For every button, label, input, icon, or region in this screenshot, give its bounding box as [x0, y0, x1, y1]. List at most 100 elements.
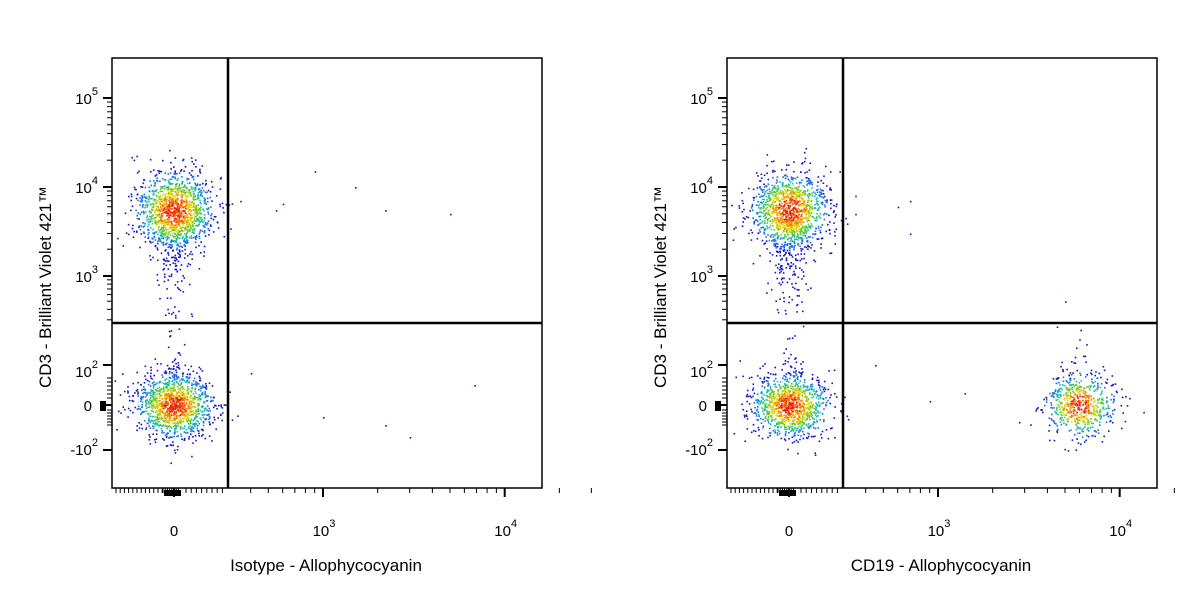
- event-dot: [204, 386, 207, 389]
- event-dot: [148, 434, 150, 436]
- event-dot: [767, 203, 769, 206]
- event-dot: [764, 415, 767, 418]
- event-dot: [178, 366, 180, 369]
- event-dot: [783, 221, 785, 224]
- event-dot: [172, 375, 174, 377]
- event-dot: [820, 237, 823, 240]
- event-dot: [200, 220, 203, 222]
- event-dot: [179, 225, 181, 227]
- event-dot: [204, 184, 207, 186]
- event-dot: [151, 197, 153, 200]
- event-dot: [165, 198, 168, 201]
- event-dot: [194, 206, 197, 208]
- event-dot: [189, 414, 192, 417]
- event-dot: [204, 391, 206, 393]
- event-dot: [768, 432, 771, 434]
- event-dot: [770, 391, 773, 394]
- event-dot: [788, 401, 791, 404]
- event-dot: [773, 196, 775, 198]
- event-dot: [775, 209, 777, 212]
- event-dot: [774, 271, 777, 274]
- event-dot: [152, 396, 154, 398]
- event-dot: [809, 393, 811, 396]
- event-dot: [800, 230, 803, 232]
- event-dot: [756, 237, 759, 240]
- event-dot: [186, 236, 188, 238]
- event-dot: [766, 396, 769, 398]
- event-dot: [169, 335, 172, 337]
- event-dot: [779, 393, 782, 396]
- event-dot: [201, 165, 203, 167]
- event-dot: [765, 195, 768, 198]
- event-dot: [174, 411, 177, 414]
- event-dot: [767, 178, 770, 181]
- event-dot: [193, 232, 195, 235]
- event-dot: [159, 170, 161, 172]
- event-dot: [207, 207, 210, 209]
- event-dot: [764, 214, 766, 217]
- event-dot: [145, 426, 148, 429]
- event-dot: [768, 211, 770, 213]
- event-dot: [779, 251, 781, 254]
- event-dot: [208, 421, 211, 424]
- event-dot: [159, 409, 161, 412]
- event-dot: [160, 252, 163, 255]
- event-dot: [153, 233, 155, 235]
- event-dot: [164, 224, 166, 226]
- event-dot: [122, 245, 125, 247]
- event-dot: [186, 408, 188, 411]
- event-dot: [787, 338, 789, 340]
- event-dot: [203, 200, 205, 202]
- event-dot: [166, 201, 168, 204]
- event-dot: [806, 207, 808, 210]
- event-dot: [158, 392, 160, 395]
- event-dot: [158, 225, 160, 228]
- event-dot: [142, 411, 145, 414]
- event-dot: [162, 210, 164, 213]
- plot-frame: [726, 57, 1158, 489]
- event-dot: [739, 360, 741, 362]
- event-dot: [194, 387, 197, 389]
- event-dot: [807, 385, 809, 387]
- event-dot: [170, 161, 172, 164]
- event-dot: [747, 216, 750, 219]
- event-dot: [180, 407, 183, 409]
- event-dot: [813, 250, 816, 252]
- event-dot: [822, 189, 824, 192]
- event-dot: [154, 199, 157, 201]
- event-dot: [175, 375, 178, 377]
- event-dot: [798, 196, 801, 198]
- event-dot: [158, 229, 160, 231]
- event-dot: [201, 386, 203, 388]
- event-dot: [200, 206, 202, 208]
- event-dot: [173, 422, 175, 424]
- event-dot: [789, 416, 791, 418]
- event-dot: [182, 417, 184, 420]
- event-dot: [142, 226, 144, 228]
- event-dot: [155, 202, 157, 205]
- event-dot: [759, 215, 762, 218]
- event-dot: [201, 370, 204, 372]
- event-dot: [164, 194, 166, 197]
- event-dot: [190, 408, 193, 410]
- event-dot: [172, 397, 174, 400]
- event-dot: [801, 216, 804, 219]
- event-dot: [167, 252, 169, 254]
- event-dot: [195, 206, 198, 209]
- event-dot: [214, 404, 216, 407]
- event-dot: [791, 283, 793, 285]
- event-dot: [186, 222, 188, 225]
- event-dot: [179, 425, 182, 428]
- event-dot: [806, 414, 808, 416]
- event-dot: [797, 234, 799, 236]
- event-dot: [183, 427, 186, 430]
- event-dot: [779, 259, 782, 261]
- event-dot: [770, 204, 773, 206]
- event-dot: [778, 403, 780, 405]
- event-dot: [793, 399, 795, 401]
- event-dot: [163, 185, 166, 187]
- event-dot: [779, 212, 781, 215]
- event-dot: [780, 278, 783, 281]
- event-dot: [183, 406, 186, 409]
- event-dot: [178, 253, 180, 255]
